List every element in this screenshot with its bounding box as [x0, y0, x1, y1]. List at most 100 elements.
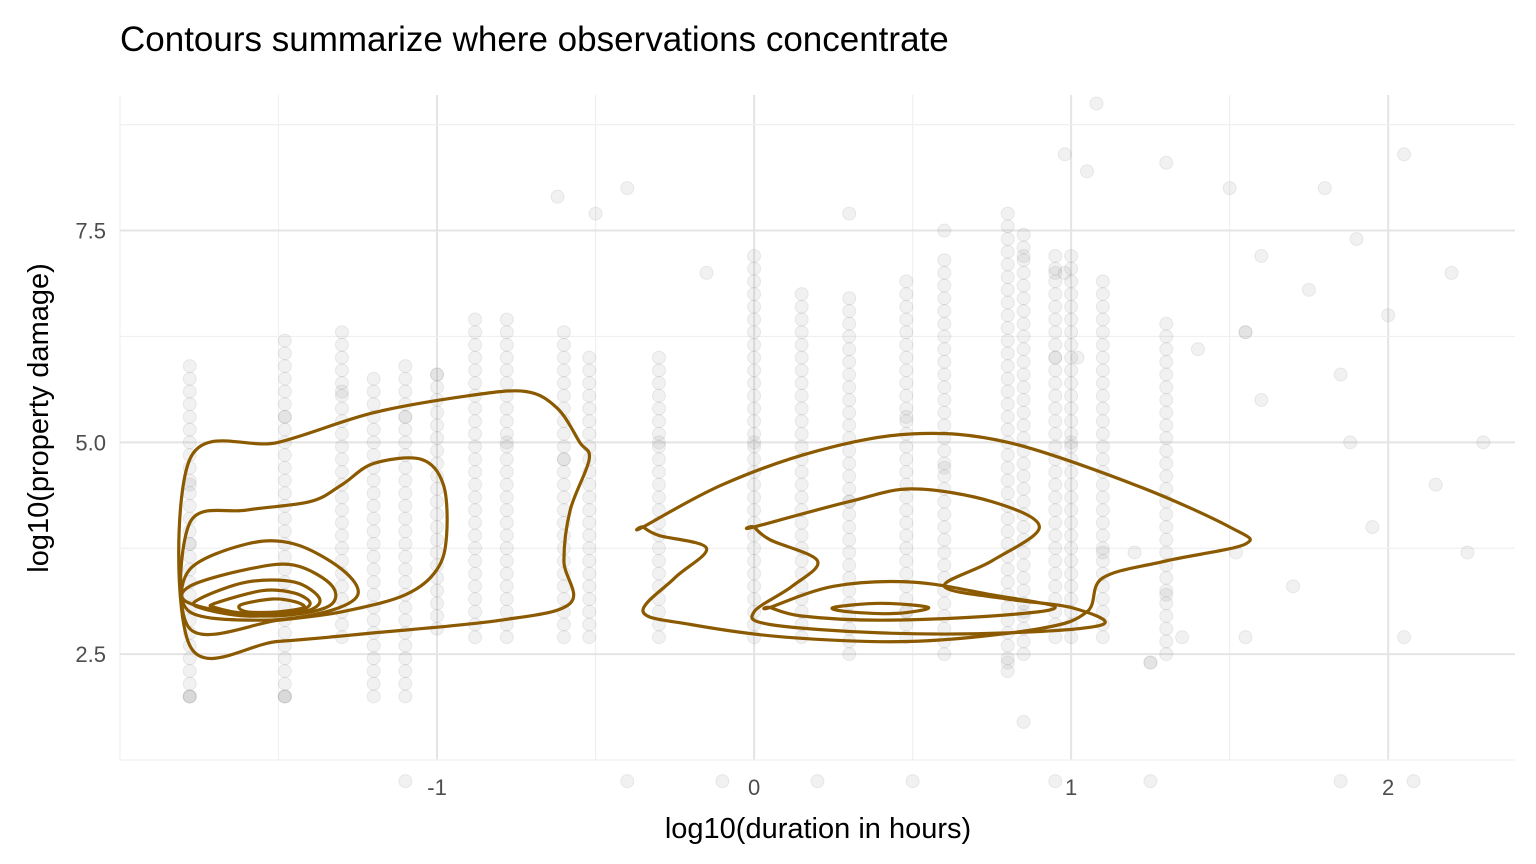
- x-axis-title: log10(duration in hours): [665, 813, 971, 845]
- data-point: [1095, 299, 1110, 314]
- data-point: [277, 384, 292, 399]
- data-point: [398, 498, 413, 513]
- data-point: [366, 549, 381, 564]
- data-point: [1064, 579, 1079, 594]
- data-point: [499, 592, 514, 607]
- data-point: [277, 689, 292, 704]
- data-point: [1143, 655, 1158, 670]
- data-point: [1016, 570, 1031, 585]
- data-point: [499, 312, 514, 327]
- data-point: [1016, 304, 1031, 319]
- data-point: [937, 354, 952, 369]
- data-point: [430, 380, 445, 395]
- data-point: [1000, 460, 1015, 475]
- data-point: [398, 638, 413, 653]
- data-point: [1064, 553, 1079, 568]
- data-point: [1048, 261, 1063, 276]
- data-point: [1000, 511, 1015, 526]
- data-point: [182, 689, 197, 704]
- data-point: [899, 299, 914, 314]
- data-point: [937, 507, 952, 522]
- data-point: [651, 376, 666, 391]
- data-point: [1016, 380, 1031, 395]
- data-point: [899, 287, 914, 302]
- data-point: [794, 325, 809, 340]
- density-contour: [177, 389, 592, 660]
- data-point: [1016, 714, 1031, 729]
- data-point: [1238, 325, 1253, 340]
- data-point: [499, 435, 514, 450]
- data-point: [1095, 426, 1110, 441]
- data-point: [556, 388, 571, 403]
- data-point: [899, 541, 914, 556]
- data-point: [1159, 587, 1174, 602]
- data-point: [651, 630, 666, 645]
- data-point: [556, 376, 571, 391]
- data-point: [1000, 308, 1015, 323]
- data-point: [366, 587, 381, 602]
- density-contour: [180, 539, 360, 622]
- data-point: [794, 528, 809, 543]
- data-point: [842, 206, 857, 221]
- data-point: [277, 689, 292, 704]
- data-point: [1064, 426, 1079, 441]
- data-point: [1095, 401, 1110, 416]
- data-point: [1333, 367, 1348, 382]
- data-point: [1048, 528, 1063, 543]
- data-point: [1095, 312, 1110, 327]
- data-point: [1000, 295, 1015, 310]
- data-point: [468, 426, 483, 441]
- data-point: [1048, 312, 1063, 327]
- data-point: [899, 312, 914, 327]
- data-point: [842, 507, 857, 522]
- data-point: [398, 409, 413, 424]
- data-point: [182, 435, 197, 450]
- data-point: [1159, 405, 1174, 420]
- data-point: [1159, 507, 1174, 522]
- data-point: [1064, 566, 1079, 581]
- data-point: [899, 274, 914, 289]
- data-point: [499, 553, 514, 568]
- data-point: [499, 515, 514, 530]
- data-point: [1000, 397, 1015, 412]
- data-point: [1016, 469, 1031, 484]
- data-point: [1048, 579, 1063, 594]
- data-point: [1000, 473, 1015, 488]
- data-point: [1048, 515, 1063, 530]
- data-point: [620, 181, 635, 196]
- data-point: [1095, 592, 1110, 607]
- data-point: [1095, 541, 1110, 556]
- data-point: [1048, 265, 1063, 280]
- data-point: [430, 596, 445, 611]
- data-point: [1064, 414, 1079, 429]
- data-point: [556, 325, 571, 340]
- data-point: [899, 439, 914, 454]
- data-point: [1016, 354, 1031, 369]
- data-point: [1048, 350, 1063, 365]
- data-point: [499, 528, 514, 543]
- data-point: [1064, 299, 1079, 314]
- data-point: [794, 363, 809, 378]
- data-point: [1016, 558, 1031, 573]
- data-point: [899, 388, 914, 403]
- data-point: [937, 329, 952, 344]
- data-point: [398, 664, 413, 679]
- data-point: [1016, 456, 1031, 471]
- data-point: [1159, 354, 1174, 369]
- data-point: [747, 299, 762, 314]
- data-point: [499, 604, 514, 619]
- data-point: [747, 435, 762, 450]
- data-point: [937, 316, 952, 331]
- data-point: [842, 342, 857, 357]
- data-point: [842, 367, 857, 382]
- data-point: [1048, 490, 1063, 505]
- data-point: [1159, 520, 1174, 535]
- data-point: [430, 418, 445, 433]
- data-point: [398, 384, 413, 399]
- data-point: [1064, 388, 1079, 403]
- density-contour: [208, 588, 312, 616]
- x-tick-label: 1: [1065, 775, 1077, 800]
- data-point: [794, 299, 809, 314]
- data-point: [468, 376, 483, 391]
- data-point: [1333, 774, 1348, 789]
